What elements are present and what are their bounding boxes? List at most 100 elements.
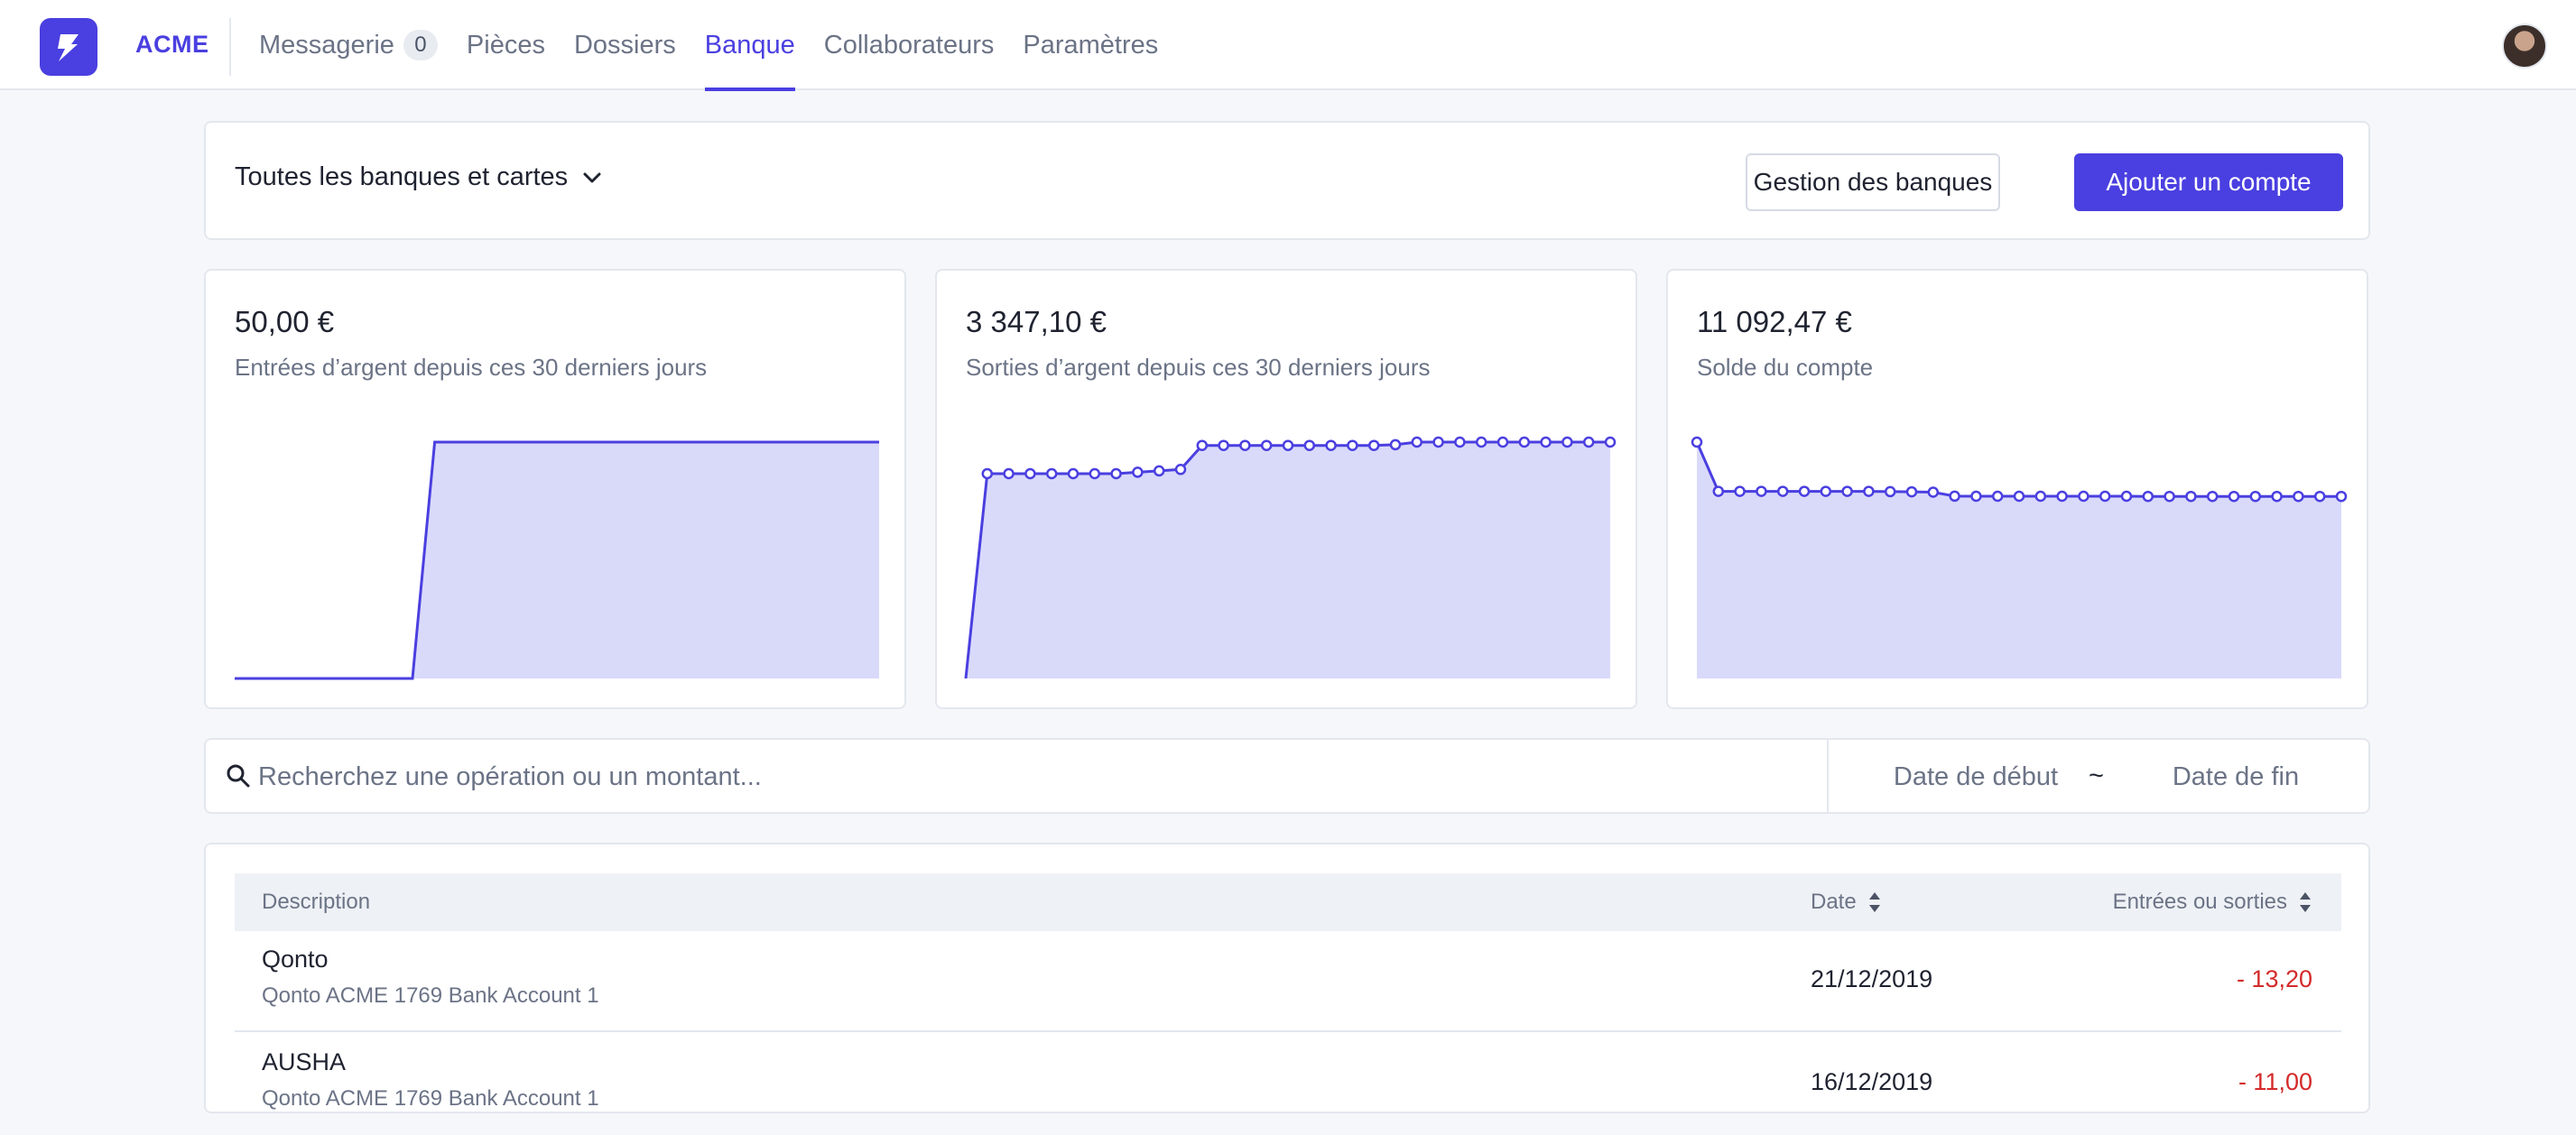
- sparkline-point: [2013, 490, 2025, 503]
- app-logo[interactable]: [40, 18, 97, 76]
- sparkline-point: [2293, 490, 2304, 503]
- unread-count-badge: 0: [403, 30, 438, 60]
- sparkline-point: [1389, 438, 1402, 451]
- sparkline-point: [1734, 485, 1746, 497]
- sparkline-area: [966, 442, 1610, 678]
- sparkline-point: [1367, 439, 1380, 451]
- chevron-down-icon: [583, 172, 601, 182]
- sparkline-area: [1697, 442, 2341, 678]
- sparkline-point: [1991, 490, 2004, 503]
- sparkline-point: [1905, 485, 1918, 498]
- sparkline-point: [1475, 436, 1487, 448]
- column-header-label: Date: [1811, 890, 1857, 914]
- add-account-button[interactable]: Ajouter un compte: [2074, 153, 2343, 211]
- transaction-title: AUSHA: [262, 1048, 347, 1075]
- balance-stat-card: 11 092,47 € Solde du compte: [1666, 269, 2368, 709]
- sparkline-point: [1949, 490, 1960, 503]
- sparkline-point: [1518, 436, 1531, 448]
- column-header-label: Entrées ou sorties: [2112, 890, 2287, 914]
- sparkline-point: [1325, 439, 1337, 451]
- nav-item-label: Banque: [704, 30, 795, 60]
- sparkline-point: [1582, 436, 1595, 448]
- sparkline-point: [1347, 439, 1358, 451]
- stat-value: 50,00 €: [235, 305, 335, 338]
- nav-item-pieces[interactable]: Pièces: [467, 0, 545, 90]
- sparkline-line: [235, 440, 879, 680]
- transaction-amount: - 13,20: [2236, 965, 2312, 992]
- sparkline-area: [235, 442, 879, 678]
- inflows-sparkline: [235, 440, 879, 680]
- bank-select-dropdown[interactable]: Toutes les banques et cartes: [235, 162, 602, 192]
- sparkline-point: [2142, 490, 2154, 503]
- sparkline-point: [1863, 485, 1875, 497]
- sort-icon: [1868, 892, 1880, 912]
- sparkline-point: [2185, 490, 2197, 503]
- sparkline-point: [1884, 485, 1896, 498]
- column-header-label: Description: [262, 890, 371, 914]
- search-icon: [227, 764, 250, 788]
- table-row[interactable]: AUSHA Qonto ACME 1769 Bank Account 1 16/…: [235, 1034, 2341, 1135]
- end-date-input[interactable]: [2141, 752, 2330, 801]
- sparkline-point: [1432, 436, 1444, 448]
- sparkline-point: [2120, 490, 2133, 503]
- transaction-date: 21/12/2019: [1811, 965, 1933, 992]
- column-header-date[interactable]: Date: [1811, 890, 1882, 915]
- nav-item-banque[interactable]: Banque: [704, 0, 795, 91]
- stat-value: 3 347,10 €: [966, 305, 1107, 338]
- sparkline-point: [1798, 485, 1811, 497]
- sparkline-point: [1841, 485, 1853, 497]
- nav-item-label: Dossiers: [573, 30, 676, 60]
- sparkline-point: [2034, 490, 2047, 503]
- user-avatar[interactable]: [2502, 23, 2547, 69]
- nav-item-label: Collaborateurs: [823, 30, 995, 60]
- sparkline-point: [1067, 467, 1080, 480]
- sparkline-point: [1970, 490, 1982, 503]
- sparkline-point: [1089, 467, 1101, 480]
- manage-banks-button[interactable]: Gestion des banques: [1746, 153, 2000, 211]
- start-date-input[interactable]: [1881, 752, 2071, 801]
- sparkline-line: [1695, 441, 2341, 498]
- nav-item-label: Messagerie: [259, 30, 394, 60]
- sparkline-point: [1239, 439, 1251, 451]
- date-range-separator: ~: [2089, 761, 2104, 790]
- transaction-amount: - 11,00: [2238, 1068, 2312, 1095]
- sparkline-point: [1604, 436, 1617, 448]
- nav-item-dossiers[interactable]: Dossiers: [574, 0, 676, 90]
- transaction-date: 16/12/2019: [1811, 1068, 1933, 1095]
- sparkline-point: [1003, 467, 1015, 480]
- sparkline-point: [1411, 436, 1423, 448]
- column-header-description: Description: [262, 890, 370, 915]
- sparkline-point: [1282, 439, 1294, 451]
- table-row[interactable]: Qonto Qonto ACME 1769 Bank Account 1 21/…: [235, 931, 2341, 1032]
- sparkline-point: [2078, 490, 2090, 503]
- sparkline-point: [2313, 490, 2326, 503]
- sparkline-point: [1820, 485, 1832, 497]
- sparkline-point: [2164, 490, 2175, 503]
- stat-label: Solde du compte: [1697, 354, 1874, 381]
- outflows-stat-card: 3 347,10 € Sorties d’argent depuis ces 3…: [935, 269, 1637, 709]
- column-header-amount[interactable]: Entrées ou sorties: [2113, 890, 2312, 915]
- sort-icon: [2300, 892, 2311, 912]
- sparkline-point: [2335, 490, 2348, 503]
- bolt-logo-icon: [58, 34, 79, 61]
- transaction-title: Qonto: [262, 946, 329, 973]
- bank-select-value: Toutes les banques et cartes: [235, 162, 569, 191]
- stat-label: Entrées d’argent depuis ces 30 derniers …: [235, 354, 708, 381]
- transaction-account: Qonto ACME 1769 Bank Account 1: [262, 983, 599, 1008]
- nav-item-parametres[interactable]: Paramètres: [1023, 0, 1158, 90]
- transaction-account: Qonto ACME 1769 Bank Account 1: [262, 1086, 599, 1111]
- sparkline-point: [2056, 490, 2068, 503]
- search-divider: [1827, 740, 1829, 812]
- bank-filter-bar: Toutes les banques et cartes Gestion des…: [204, 121, 2370, 240]
- nav-item-label: Paramètres: [1023, 30, 1159, 60]
- sparkline-point: [2099, 490, 2111, 503]
- sparkline-point: [1303, 439, 1316, 451]
- sparkline-point: [1691, 436, 1703, 448]
- search-input[interactable]: [258, 752, 1793, 801]
- nav-item-collaborateurs[interactable]: Collaborateurs: [824, 0, 995, 90]
- sparkline-point: [1045, 467, 1058, 480]
- sparkline-point: [1776, 485, 1789, 497]
- nav-divider: [229, 18, 231, 76]
- nav-item-messagerie[interactable]: Messagerie 0: [259, 0, 438, 90]
- company-name[interactable]: ACME: [135, 31, 209, 58]
